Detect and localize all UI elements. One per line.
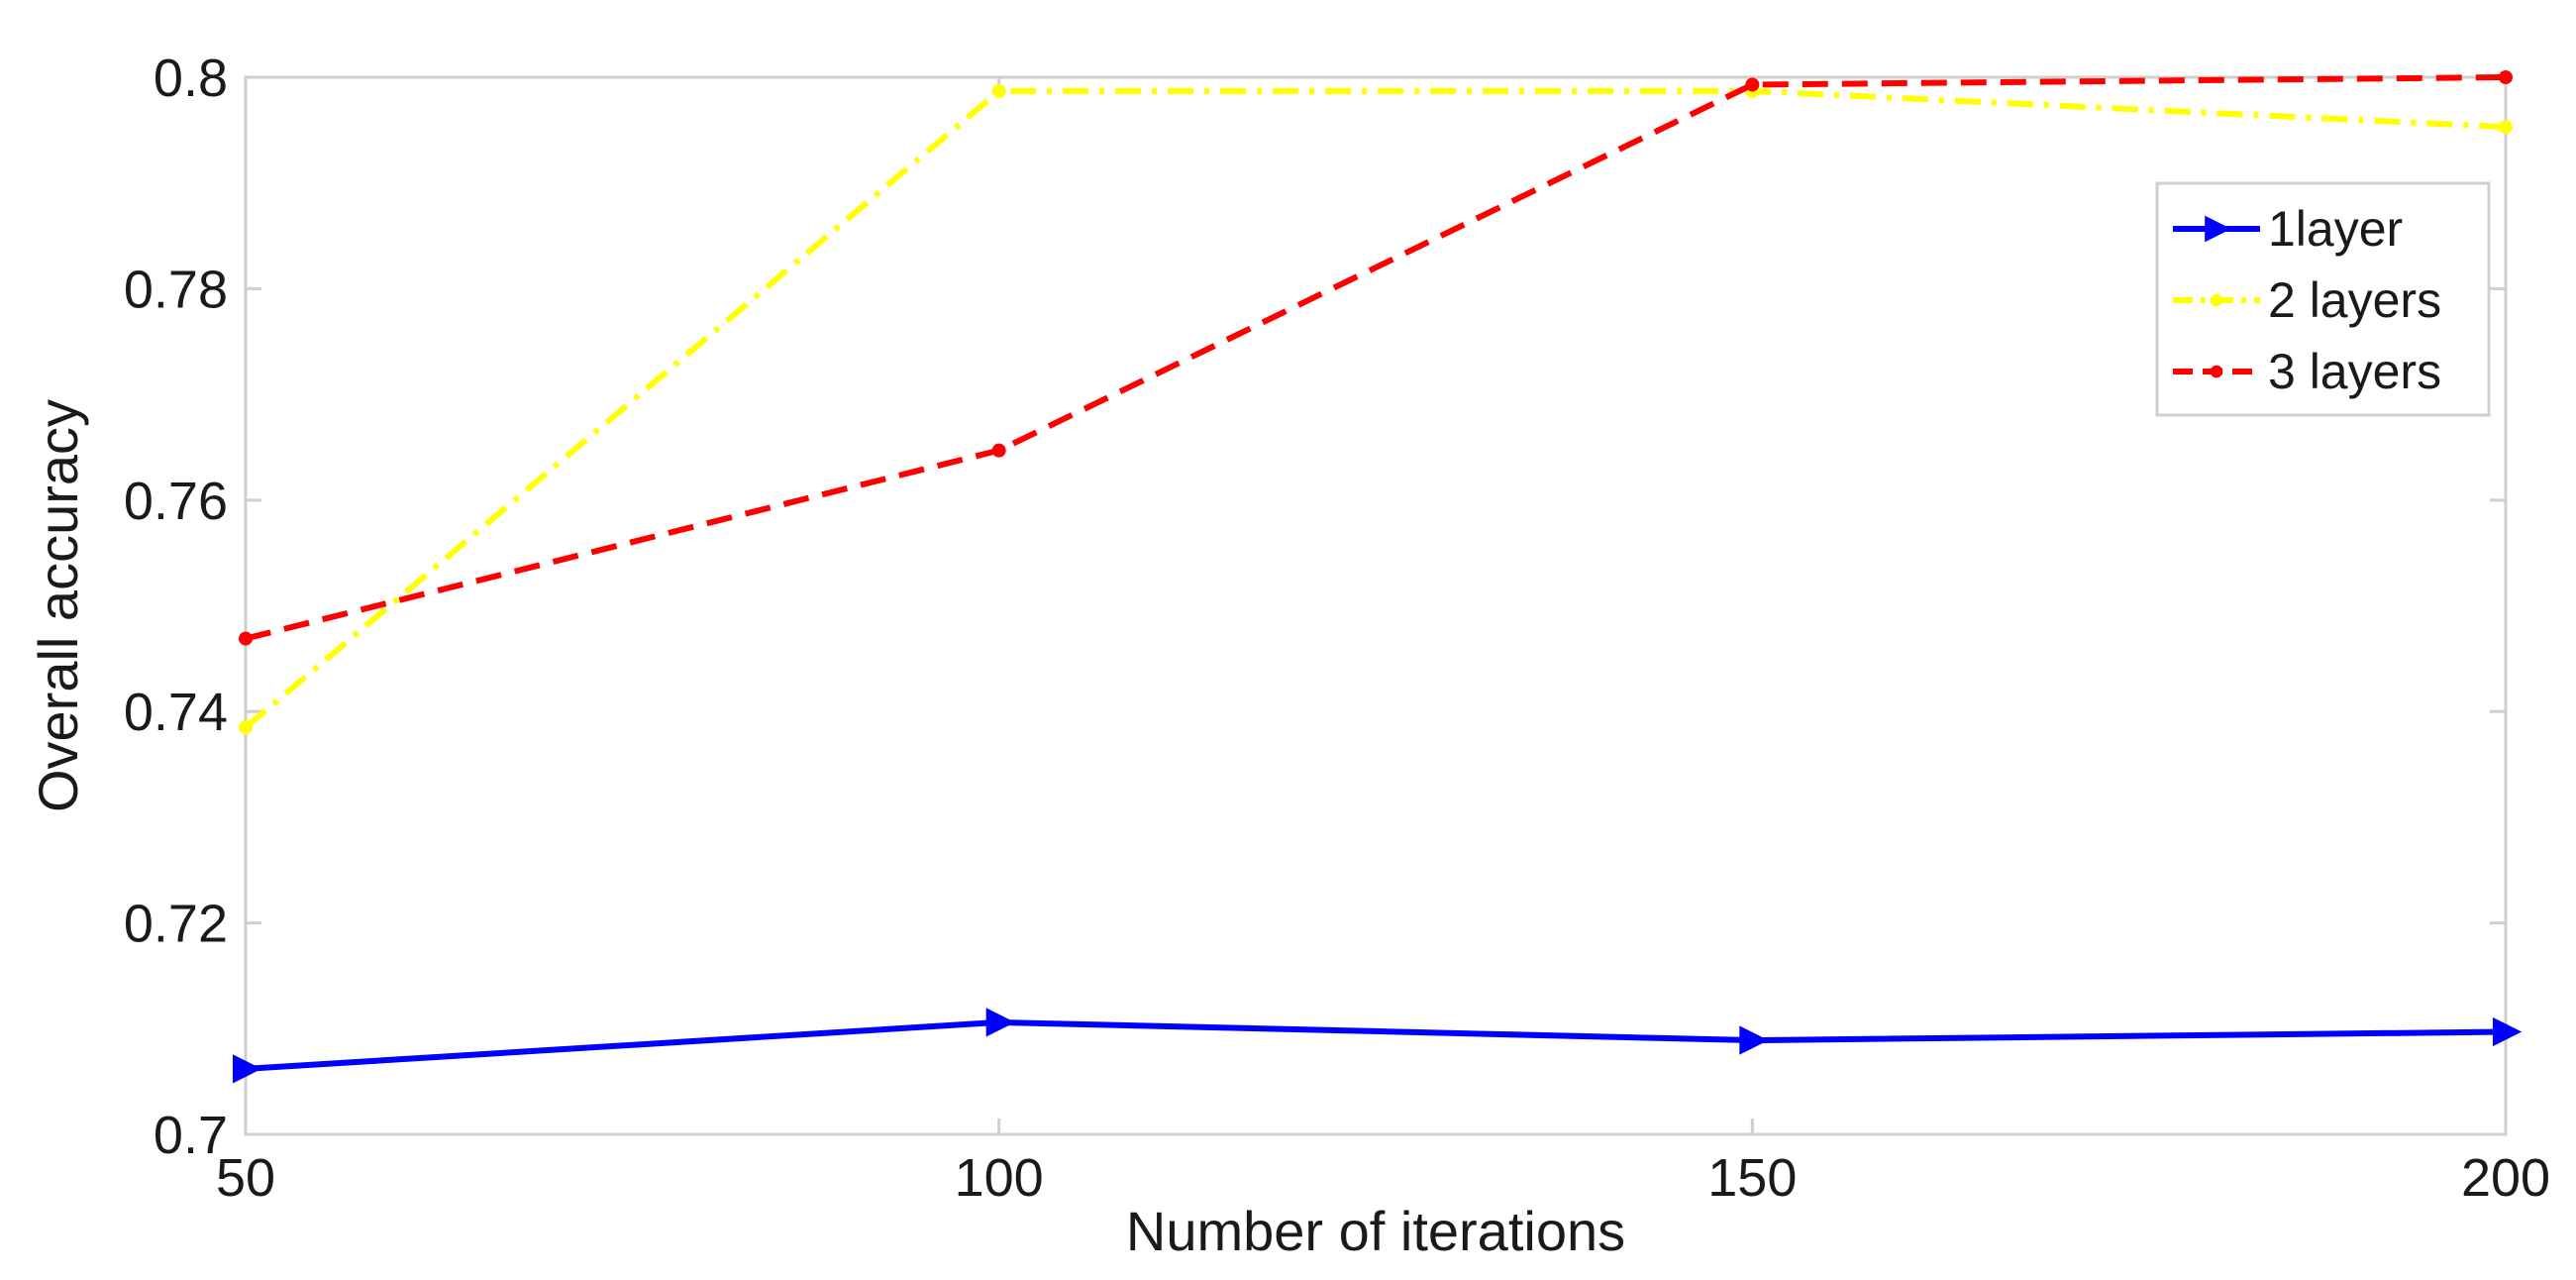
data-point — [2499, 120, 2513, 135]
y-axis-title: Overall accuracy — [27, 399, 89, 812]
x-tick-label: 100 — [955, 1148, 1044, 1208]
series-line — [245, 74, 2507, 642]
legend-item-1layer: 1layer — [2173, 201, 2403, 257]
y-tick-label: 0.78 — [124, 260, 228, 319]
y-tick-label: 0.8 — [154, 49, 228, 108]
series-line — [244, 87, 2507, 730]
data-point — [2493, 1016, 2523, 1047]
data-point — [2210, 365, 2223, 378]
series-3-layers — [239, 70, 2513, 646]
y-tick-label: 0.7 — [154, 1106, 228, 1165]
data-point — [2499, 70, 2513, 84]
legend: 1layer 2 layers 3 layers — [2155, 181, 2491, 417]
data-point — [239, 631, 253, 646]
data-point — [239, 720, 253, 735]
x-tick-label: 50 — [216, 1148, 275, 1208]
series-line — [245, 1018, 2507, 1072]
legend-item-2-layers: 2 layers — [2173, 272, 2441, 328]
x-axis-ticks: 50 100 150 200 — [216, 77, 2550, 1208]
series-1layer — [233, 1008, 2523, 1084]
data-point — [233, 1054, 262, 1084]
data-point — [2210, 293, 2223, 307]
series-layer — [233, 70, 2523, 1084]
y-tick-label: 0.74 — [124, 683, 228, 742]
data-point — [985, 1008, 1015, 1037]
legend-label: 3 layers — [2268, 344, 2441, 399]
x-axis-title: Number of iterations — [1126, 1200, 1625, 1262]
y-tick-label: 0.76 — [124, 472, 228, 531]
x-tick-label: 200 — [2461, 1148, 2550, 1208]
data-point — [1745, 77, 1760, 92]
legend-item-3-layers: 3 layers — [2173, 344, 2441, 399]
data-point — [991, 443, 1006, 458]
y-tick-label: 0.72 — [124, 895, 228, 954]
y-axis-ticks: 0.7 0.72 0.74 0.76 0.78 0.8 — [124, 49, 2506, 1165]
legend-label: 2 layers — [2268, 272, 2441, 328]
x-tick-label: 150 — [1707, 1148, 1797, 1208]
data-point — [1739, 1025, 1769, 1055]
series-2-layers — [239, 83, 2513, 735]
plot-frame — [244, 75, 2508, 1136]
legend-label: 1layer — [2268, 201, 2403, 257]
data-point — [2205, 215, 2231, 243]
data-point — [991, 83, 1006, 98]
